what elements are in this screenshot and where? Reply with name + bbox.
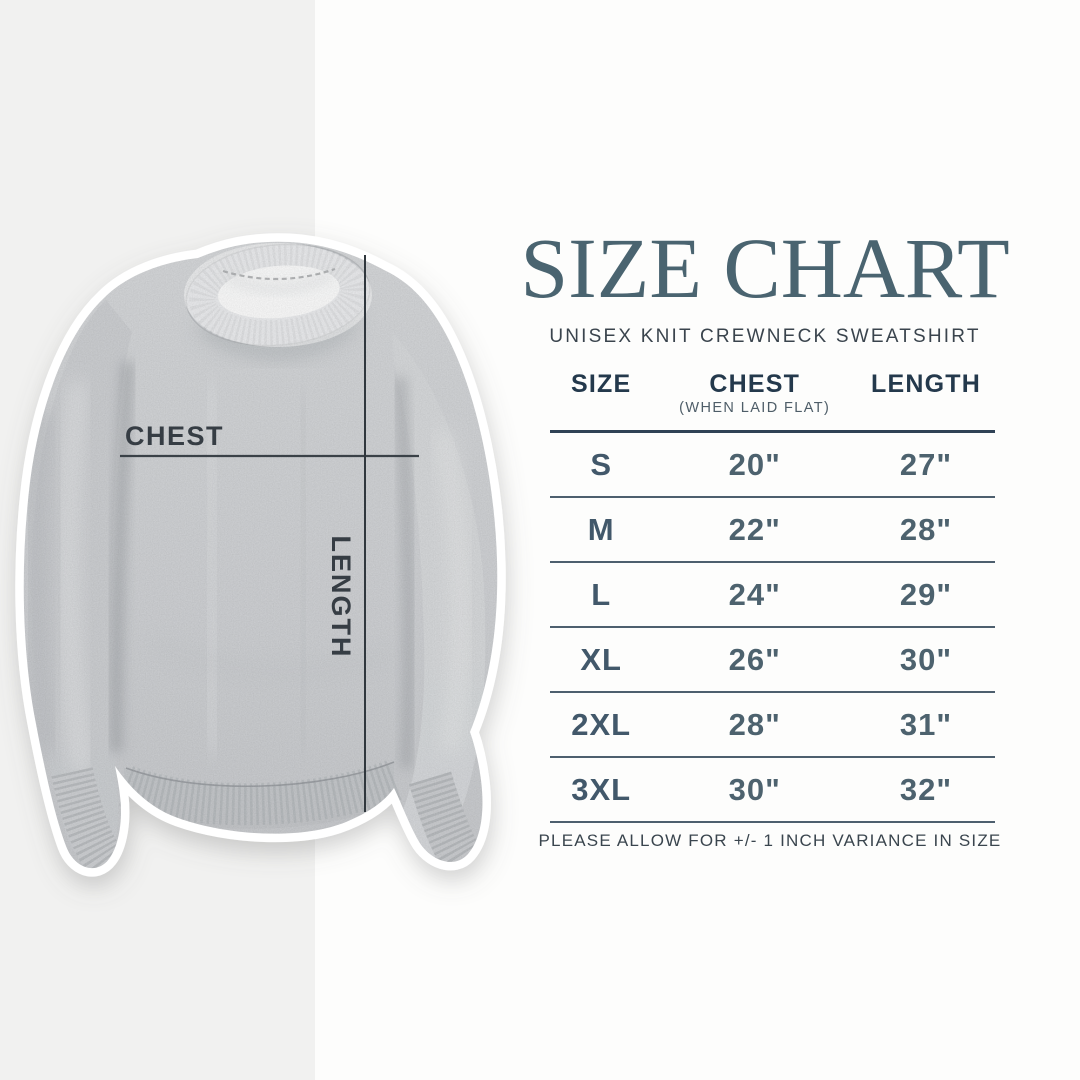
table-row: 3XL 30" 32"	[550, 758, 995, 823]
table-row: XL 26" 30"	[550, 628, 995, 693]
chest-label: CHEST	[125, 421, 224, 451]
chest-cell: 26"	[728, 641, 781, 677]
chest-cell: 22"	[728, 511, 781, 547]
table-row: M 22" 28"	[550, 498, 995, 563]
size-cell: M	[587, 511, 615, 547]
table-row: 2XL 28" 31"	[550, 693, 995, 758]
column-header-chest: CHEST (WHEN LAID FLAT)	[652, 369, 857, 417]
collar	[184, 243, 372, 347]
chest-cell: 24"	[728, 576, 781, 612]
table-row: L 24" 29"	[550, 563, 995, 628]
chest-cell: 20"	[728, 446, 781, 482]
column-header-length: LENGTH	[871, 370, 981, 398]
column-header-size: SIZE	[570, 370, 632, 398]
size-cell: S	[590, 446, 613, 482]
length-cell: 27"	[899, 446, 953, 482]
column-header-chest-label: CHEST	[709, 370, 801, 398]
size-cell: 2XL	[571, 706, 632, 742]
chest-cell: 28"	[728, 706, 781, 742]
page-title: SIZE CHART	[520, 220, 1010, 316]
size-cell: L	[591, 576, 612, 612]
size-cell: 3XL	[571, 771, 632, 807]
table-row: S 20" 27"	[550, 433, 995, 498]
sweatshirt-illustration: CHEST LENGTH	[15, 233, 506, 877]
size-table: SIZE CHEST (WHEN LAID FLAT) LENGTH S 20"…	[550, 362, 995, 823]
variance-footnote: PLEASE ALLOW FOR +/- 1 INCH VARIANCE IN …	[538, 831, 1002, 850]
table-header-row: SIZE CHEST (WHEN LAID FLAT) LENGTH	[550, 362, 995, 430]
length-cell: 28"	[899, 511, 953, 547]
length-cell: 29"	[899, 576, 953, 612]
length-cell: 32"	[899, 771, 953, 807]
length-cell: 30"	[899, 641, 953, 677]
column-header-chest-note: (WHEN LAID FLAT)	[679, 400, 831, 416]
length-label: LENGTH	[326, 536, 356, 659]
page-subtitle: UNISEX KNIT CREWNECK SWEATSHIRT	[549, 326, 981, 347]
length-cell: 31"	[899, 706, 953, 742]
size-cell: XL	[580, 641, 622, 677]
table-body: S 20" 27" M 22" 28" L 24" 29" XL 26" 30"…	[550, 430, 995, 823]
chest-cell: 30"	[728, 771, 781, 807]
